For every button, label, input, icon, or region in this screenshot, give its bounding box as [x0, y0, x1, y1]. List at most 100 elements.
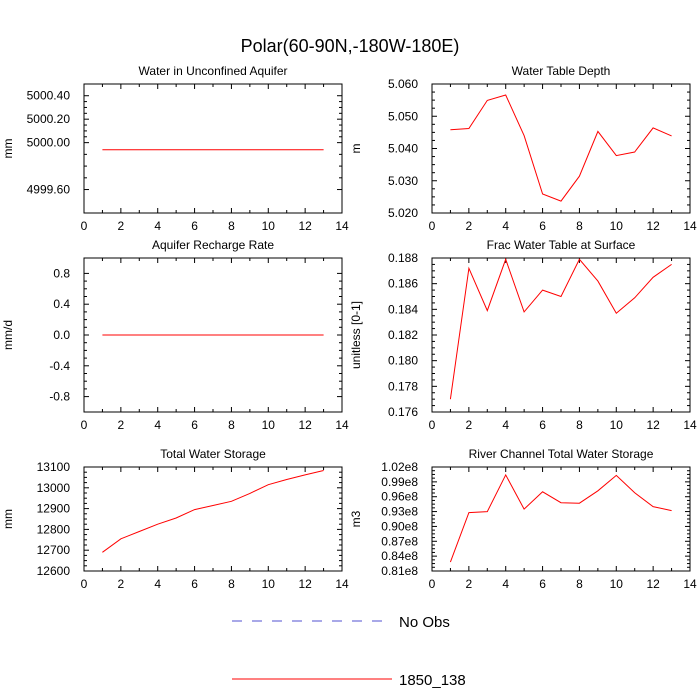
x-tick-label: 10 [262, 219, 276, 233]
x-tick-label: 14 [683, 219, 697, 233]
y-tick-label: 0.81e8 [381, 564, 418, 578]
x-tick-label: 0 [429, 418, 436, 432]
y-tick-label: 13100 [37, 460, 71, 474]
y-tick-label: 5.020 [388, 206, 418, 220]
x-tick-label: 0 [429, 577, 436, 591]
chart-panels: Water in Unconfined Aquifer 0 2 4 6 8 10 12 14 49… [1, 64, 697, 591]
legend-label-no-obs: No Obs [399, 614, 450, 631]
chart-title: Water Table Depth [512, 64, 611, 78]
x-tick-label: 12 [646, 418, 660, 432]
x-tick-label: 12 [298, 418, 312, 432]
chart-panel: River Channel Total Water Storage 0 2 4 6 8 10… [349, 447, 697, 591]
series-line [449, 473, 672, 563]
y-tick-label: 0.99e8 [381, 475, 418, 489]
x-tick-label: 10 [262, 577, 276, 591]
x-tick-label: 6 [191, 418, 198, 432]
x-tick-label: 12 [298, 219, 312, 233]
y-tick-label: 12800 [37, 522, 71, 536]
x-tick-label: 2 [118, 219, 125, 233]
x-tick-label: 14 [335, 577, 349, 591]
chart-panel: Aquifer Recharge Rate 0 2 4 6 8 10 12 14 -0.8 -0.4… [1, 238, 349, 432]
y-tick-label: 0.90e8 [381, 519, 418, 533]
x-tick-label: 8 [228, 577, 235, 591]
x-tick-label: 8 [576, 418, 583, 432]
chart-title: Water in Unconfined Aquifer [139, 64, 288, 78]
series-line [449, 257, 672, 400]
legend: No Obs 1850_138 [232, 614, 466, 689]
y-tick-label: 0.186 [388, 277, 418, 291]
y-axis-label: unitless [0-1] [349, 301, 363, 369]
y-axis-label: mm [1, 509, 15, 529]
x-tick-label: 0 [429, 219, 436, 233]
chart-panel: Water in Unconfined Aquifer 0 2 4 6 8 10 12 14 49… [1, 64, 349, 233]
y-tick-label: 0.184 [388, 302, 418, 316]
y-axis-label: mm [1, 139, 15, 159]
y-tick-label: -0.4 [49, 359, 70, 373]
x-tick-label: 14 [683, 418, 697, 432]
y-tick-label: 4999.60 [27, 183, 71, 197]
y-tick-label: 0.8 [53, 266, 70, 280]
x-tick-label: 10 [262, 418, 276, 432]
page-title: Polar(60-90N,-180W-180E) [241, 36, 460, 56]
chart-panel: Frac Water Table at Surface 0 2 4 6 8 10 12 14 0.… [349, 238, 697, 432]
y-tick-label: 0.182 [388, 328, 418, 342]
y-tick-label: 12600 [37, 564, 71, 578]
chart-title: Frac Water Table at Surface [487, 238, 636, 252]
x-tick-label: 6 [539, 418, 546, 432]
x-tick-label: 2 [466, 418, 473, 432]
x-tick-label: 8 [228, 418, 235, 432]
x-tick-label: 10 [610, 219, 624, 233]
plot-frame [431, 466, 691, 572]
x-tick-label: 8 [228, 219, 235, 233]
x-tick-label: 8 [576, 577, 583, 591]
x-tick-label: 12 [298, 577, 312, 591]
y-tick-label: 0.93e8 [381, 505, 418, 519]
x-tick-label: 2 [118, 577, 125, 591]
y-tick-label: 1.02e8 [381, 460, 418, 474]
y-tick-label: 0.176 [388, 405, 418, 419]
legend-label-model: 1850_138 [399, 672, 466, 689]
x-tick-label: 4 [502, 219, 509, 233]
chart-title: River Channel Total Water Storage [469, 447, 654, 461]
y-tick-label: 12900 [37, 502, 71, 516]
y-tick-label: 0.84e8 [381, 549, 418, 563]
y-tick-label: 0.87e8 [381, 534, 418, 548]
x-tick-label: 12 [646, 219, 660, 233]
x-tick-label: 14 [335, 418, 349, 432]
x-tick-label: 14 [683, 577, 697, 591]
x-tick-label: 2 [118, 418, 125, 432]
chart-panel: Total Water Storage 0 2 4 6 8 10 12 14 12600 12700… [1, 447, 349, 591]
y-tick-label: 0.0 [53, 328, 70, 342]
y-tick-label: 5000.20 [27, 112, 71, 126]
series-line [102, 470, 324, 553]
x-tick-label: 4 [502, 418, 509, 432]
x-tick-label: 2 [466, 219, 473, 233]
y-tick-label: 0.178 [388, 379, 418, 393]
y-tick-label: 5000.00 [27, 136, 71, 150]
y-tick-label: 5.040 [388, 142, 418, 156]
plot-frame [83, 466, 343, 572]
y-axis-label: m3 [349, 510, 363, 527]
chart-panel: Water Table Depth 0 2 4 6 8 10 12 14 5.020 5.030 5.… [349, 64, 697, 233]
chart-title: Total Water Storage [160, 447, 266, 461]
y-tick-label: 0.4 [53, 297, 70, 311]
y-tick-label: 13000 [37, 481, 71, 495]
y-tick-label: -0.8 [49, 390, 70, 404]
y-tick-label: 5.050 [388, 109, 418, 123]
y-axis-label: mm/d [1, 320, 15, 350]
x-tick-label: 10 [610, 577, 624, 591]
x-tick-label: 10 [610, 418, 624, 432]
x-tick-label: 6 [539, 219, 546, 233]
y-tick-label: 0.180 [388, 354, 418, 368]
y-tick-label: 12700 [37, 543, 71, 557]
y-tick-label: 0.96e8 [381, 490, 418, 504]
plot-frame [431, 83, 691, 214]
y-tick-label: 5.030 [388, 174, 418, 188]
x-tick-label: 14 [335, 219, 349, 233]
series-line [450, 94, 672, 202]
x-tick-label: 4 [154, 219, 161, 233]
x-tick-label: 2 [466, 577, 473, 591]
x-tick-label: 0 [81, 418, 88, 432]
x-tick-label: 6 [191, 577, 198, 591]
